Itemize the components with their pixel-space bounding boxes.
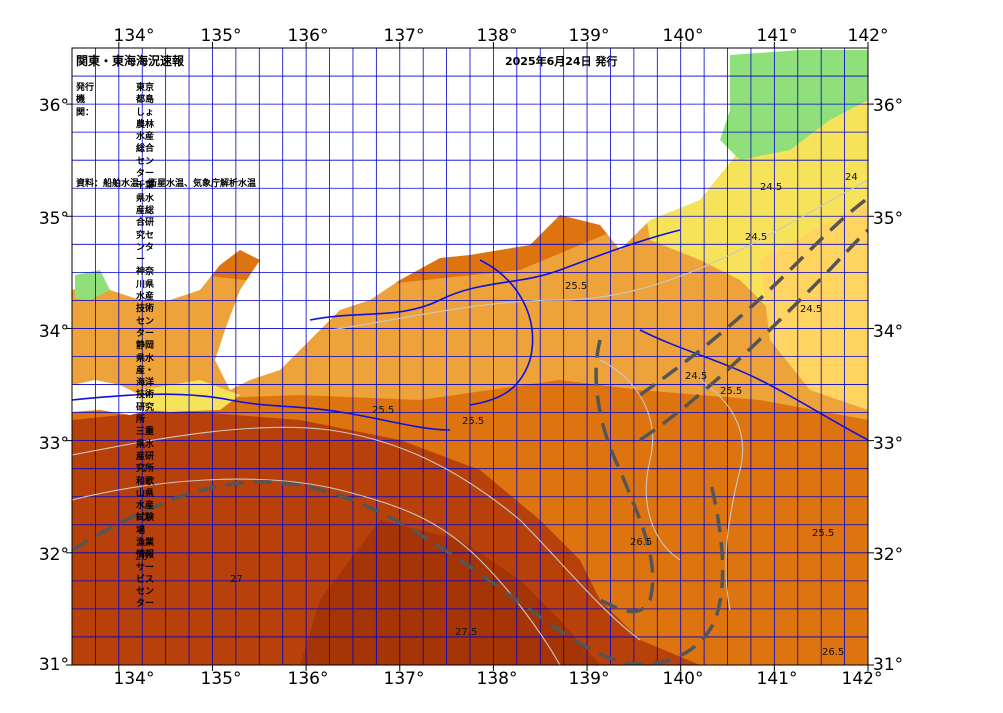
contour-label: 25.5 [462, 416, 484, 427]
contour-label: 25.5 [372, 405, 394, 416]
lon-label-top: 141° [756, 26, 798, 46]
lat-label-left: 32° [38, 545, 69, 565]
lon-label-bottom: 138° [476, 669, 518, 689]
lat-label-left: 31° [38, 655, 69, 675]
front-line [309, 229, 681, 321]
lon-label-bottom: 140° [662, 669, 704, 689]
contour-label: 26.5 [630, 537, 652, 548]
contour-label: 27 [230, 574, 243, 585]
lon-label-bottom: 134° [113, 669, 155, 689]
lon-label-top: 139° [568, 26, 610, 46]
org-item: 和歌山県水産試験場 [136, 476, 155, 536]
lat-label-left: 35° [38, 209, 69, 229]
org-item: 千葉県水産総合研究センター [136, 181, 155, 266]
lon-label-bottom: 142° [841, 669, 883, 689]
lat-label-right: 32° [873, 545, 904, 565]
sst-coastal-yellow [140, 380, 240, 412]
org-item: 静岡県水産・海洋技術研究所 [136, 341, 155, 426]
contour-label: 26 [135, 552, 148, 563]
isotherm-line [699, 379, 744, 611]
lat-label-left: 36° [38, 96, 69, 116]
contour-label: 24.5 [800, 304, 822, 315]
lat-label-right: 35° [873, 209, 904, 229]
lon-label-bottom: 136° [287, 669, 329, 689]
lon-label-top: 140° [662, 26, 704, 46]
issue-date: 2025年6月24日 発行 [505, 55, 618, 68]
lon-label-top: 135° [200, 26, 242, 46]
lat-label-right: 31° [873, 655, 904, 675]
front-line [639, 329, 868, 441]
contour-label: 25.5 [565, 281, 587, 292]
contour-label: 24.5 [685, 371, 707, 382]
org-heading: 発行機関： [76, 83, 95, 118]
contour-label: 24.5 [760, 182, 782, 193]
lon-label-top: 138° [476, 26, 518, 46]
contour-label-group: 25.5 25.5 25.5 25.5 25.5 24.5 24.5 24.5 … [135, 172, 858, 658]
lon-label-bottom: 139° [568, 669, 610, 689]
isotherm-line [599, 359, 681, 561]
contour-label: 24 [845, 172, 858, 183]
sst-coastal-cool-west [75, 270, 110, 300]
lon-label-bottom: 141° [756, 669, 798, 689]
lon-label-top: 134° [113, 26, 155, 46]
isotherm-line [72, 426, 641, 641]
map-border [71, 47, 869, 666]
data-source: 資料：船舶水温、衛星水温、気象庁解析水温 [76, 179, 257, 189]
lat-label-right: 34° [873, 322, 904, 342]
contour-label: 25.5 [720, 386, 742, 397]
sst-zone-26-5 [300, 520, 600, 665]
org-item: 東京都島しょ農林水産総合センター [136, 83, 155, 180]
lon-label-bottom: 135° [200, 669, 242, 689]
lon-label-bottom: 137° [383, 669, 425, 689]
contour-label: 27.5 [455, 627, 477, 638]
kuroshio-path-northeast-2 [639, 228, 868, 442]
contour-label: 24.5 [745, 232, 767, 243]
org-item: 漁業情報サービスセンター [136, 537, 155, 610]
front-line [469, 259, 534, 406]
kuroshio-path-main [72, 479, 725, 665]
map-title: 関東・東海海況速報 [76, 54, 185, 68]
org-item: 神奈川県水産技術センター [136, 267, 155, 339]
coastal-front-lines [72, 229, 868, 441]
kuroshio-path-loop [594, 339, 655, 614]
sst-zone-24-b [760, 200, 868, 410]
kuroshio-axis [72, 196, 868, 665]
axis-ticks [66, 42, 874, 671]
lon-label-top: 142° [847, 26, 889, 46]
org-item: 三重県水産研究所 [136, 427, 155, 475]
lat-label-right: 33° [873, 434, 904, 454]
kuroshio-path-northeast [638, 196, 868, 397]
lon-label-top: 137° [383, 26, 425, 46]
lat-lon-grid [72, 48, 868, 665]
lat-label-left: 34° [38, 322, 69, 342]
front-line [72, 393, 451, 431]
land-shikoku-edge [72, 380, 150, 415]
contour-label: 25.5 [812, 528, 834, 539]
lon-label-top: 136° [287, 26, 329, 46]
lat-label-right: 36° [873, 96, 904, 116]
isotherm-line [329, 179, 868, 331]
contour-label: 26.5 [822, 647, 844, 658]
lat-label-left: 33° [38, 434, 69, 454]
